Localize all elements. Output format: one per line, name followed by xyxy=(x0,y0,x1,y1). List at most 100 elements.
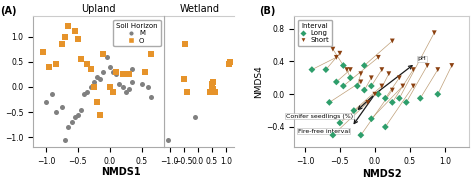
Point xyxy=(74,38,82,41)
Point xyxy=(180,78,188,81)
Point xyxy=(164,138,172,141)
Point xyxy=(371,93,379,96)
Point xyxy=(339,64,347,67)
Point xyxy=(364,101,372,104)
Point xyxy=(333,56,340,59)
Point xyxy=(382,125,389,128)
Point xyxy=(354,84,361,87)
Point xyxy=(207,90,214,93)
Point xyxy=(90,80,98,83)
Point xyxy=(52,63,59,66)
Point xyxy=(367,117,375,120)
Point xyxy=(74,113,82,116)
Point xyxy=(116,83,123,86)
Point xyxy=(210,88,217,91)
Point xyxy=(46,65,53,68)
Point xyxy=(389,39,396,42)
X-axis label: NMDS2: NMDS2 xyxy=(362,169,401,179)
Point xyxy=(138,83,146,86)
Title: Upland: Upland xyxy=(82,4,116,14)
Point xyxy=(374,56,382,59)
Legend: Long, Short: Long, Short xyxy=(298,20,332,46)
Point xyxy=(106,86,114,88)
Point xyxy=(147,96,155,98)
Point xyxy=(367,84,375,87)
Point xyxy=(71,30,79,33)
Point xyxy=(48,93,56,96)
Point xyxy=(191,116,199,119)
Point xyxy=(84,63,91,66)
Point xyxy=(395,97,403,100)
Point xyxy=(106,65,114,68)
Point xyxy=(226,60,234,63)
Point xyxy=(329,48,337,51)
Point xyxy=(64,25,72,28)
Point xyxy=(346,76,354,79)
Point xyxy=(100,53,107,56)
Point xyxy=(93,101,101,104)
Point xyxy=(333,80,340,83)
Text: NMDS1: NMDS1 xyxy=(101,167,141,177)
Point xyxy=(52,111,59,114)
Point xyxy=(385,72,392,75)
Point xyxy=(339,84,347,87)
Point xyxy=(357,72,365,75)
Point xyxy=(378,68,386,71)
Point xyxy=(208,86,216,88)
Point xyxy=(417,97,424,100)
Point xyxy=(389,101,396,104)
Point xyxy=(326,101,333,104)
Point xyxy=(109,90,117,93)
Point xyxy=(208,88,216,91)
Text: Conifer seedlings (%): Conifer seedlings (%) xyxy=(286,114,353,119)
Text: Fire-free interval: Fire-free interval xyxy=(298,128,350,134)
Point xyxy=(374,93,382,96)
Point xyxy=(343,68,351,71)
Point xyxy=(61,35,69,38)
Y-axis label: NMDS2: NMDS2 xyxy=(0,66,2,98)
Legend: M, O: M, O xyxy=(113,20,161,46)
Point xyxy=(147,53,155,56)
Point xyxy=(93,75,101,78)
Text: (B): (B) xyxy=(259,6,276,16)
Point xyxy=(84,90,91,93)
Point xyxy=(109,70,117,73)
Point xyxy=(208,83,216,86)
Point xyxy=(96,113,104,116)
Point xyxy=(389,89,396,92)
Point xyxy=(322,68,330,71)
Point xyxy=(225,63,232,66)
Point xyxy=(211,90,219,93)
Y-axis label: NMDS4: NMDS4 xyxy=(255,66,264,98)
Point xyxy=(357,134,365,136)
Point xyxy=(64,126,72,129)
Text: (A): (A) xyxy=(0,6,17,16)
Point xyxy=(208,88,216,91)
Point xyxy=(87,86,94,88)
Point xyxy=(112,70,120,73)
Point xyxy=(125,88,133,91)
Point xyxy=(430,31,438,34)
Point xyxy=(119,86,127,88)
Point xyxy=(361,89,368,92)
Point xyxy=(357,80,365,83)
Point xyxy=(128,80,136,83)
Point xyxy=(122,90,129,93)
Point xyxy=(71,116,79,119)
Point xyxy=(87,68,94,71)
Point xyxy=(336,121,344,124)
Point xyxy=(378,84,386,87)
Point xyxy=(402,101,410,104)
Point xyxy=(183,90,191,93)
Point xyxy=(350,109,358,112)
Point xyxy=(145,86,152,88)
Point xyxy=(382,97,389,100)
Point xyxy=(128,68,136,71)
Point xyxy=(90,86,98,88)
Point xyxy=(423,64,431,67)
Point xyxy=(42,101,50,104)
Text: pH: pH xyxy=(418,56,426,61)
Point xyxy=(100,70,107,73)
Point xyxy=(410,84,417,87)
Point xyxy=(395,76,403,79)
